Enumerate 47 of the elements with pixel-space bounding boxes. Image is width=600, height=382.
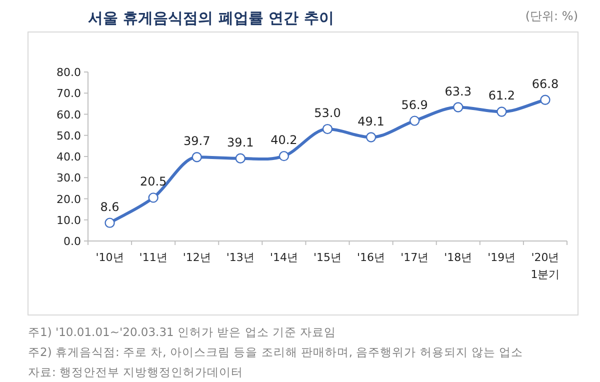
y-tick-label: 10.0: [56, 214, 81, 227]
x-tick-label: '15년: [313, 251, 342, 264]
x-tick-label: '13년: [226, 251, 254, 264]
text: 40.2: [270, 133, 298, 148]
text: 49.1: [358, 114, 384, 128]
text: 주2) 휴게음식점: 주로 차, 아이스크림 등을 조리해 판매하며, 음주행위가 허용되지 않는 업소: [28, 345, 524, 359]
point: [235, 153, 246, 164]
text: 8.6: [100, 200, 120, 214]
text: 자료: 행정안전부 지방행정인허가데이터: [28, 365, 244, 379]
point: [496, 106, 507, 117]
point: [192, 152, 202, 162]
text: 20.5: [140, 174, 167, 189]
chart-title: 서울 휴게음식점의 폐업률 연간 추이: [88, 9, 334, 27]
x-tick-label: '11년: [139, 251, 168, 264]
text: 39.1: [227, 135, 254, 150]
y-tick-label: 70.0: [56, 87, 81, 100]
text: 61.2: [488, 88, 516, 103]
y-tick-label: 30.0: [56, 172, 81, 185]
y-tick-label: 80.0: [56, 66, 81, 79]
x-tick-label: '19년: [488, 251, 516, 264]
point: [366, 132, 376, 142]
point: [148, 192, 158, 203]
text: 56.9: [401, 98, 428, 112]
text: 53.0: [314, 106, 341, 120]
point: [540, 94, 550, 105]
y-tick-label: 50.0: [56, 129, 81, 142]
point: [409, 116, 420, 126]
text: 39.7: [184, 134, 210, 148]
x-tick-label: '12년: [182, 251, 211, 264]
y-tick-label: 40.0: [56, 150, 81, 164]
y-tick-label: 60.0: [56, 108, 81, 122]
point: [453, 102, 464, 112]
point: [322, 124, 333, 134]
x-tick-label: '17년: [400, 251, 429, 264]
point: [104, 218, 115, 228]
text: 63.3: [444, 84, 472, 98]
text: (단위: %): [525, 9, 578, 23]
x-tick-label: '16년: [357, 251, 386, 264]
point: [278, 150, 290, 162]
text: 66.8: [532, 76, 559, 91]
y-tick-label: 0.0: [64, 235, 81, 248]
text: 주1) '10.01.01~'20.03.31 인허가 받은 업소 기준 자료임: [28, 325, 336, 339]
y-tick-label: 20.0: [56, 192, 81, 206]
x-tick-label: '10년: [96, 251, 124, 264]
x-tick-label: '20년 1분기: [530, 251, 560, 281]
x-tick-label: '18년: [444, 251, 472, 264]
x-tick-label: '14년: [270, 251, 298, 264]
